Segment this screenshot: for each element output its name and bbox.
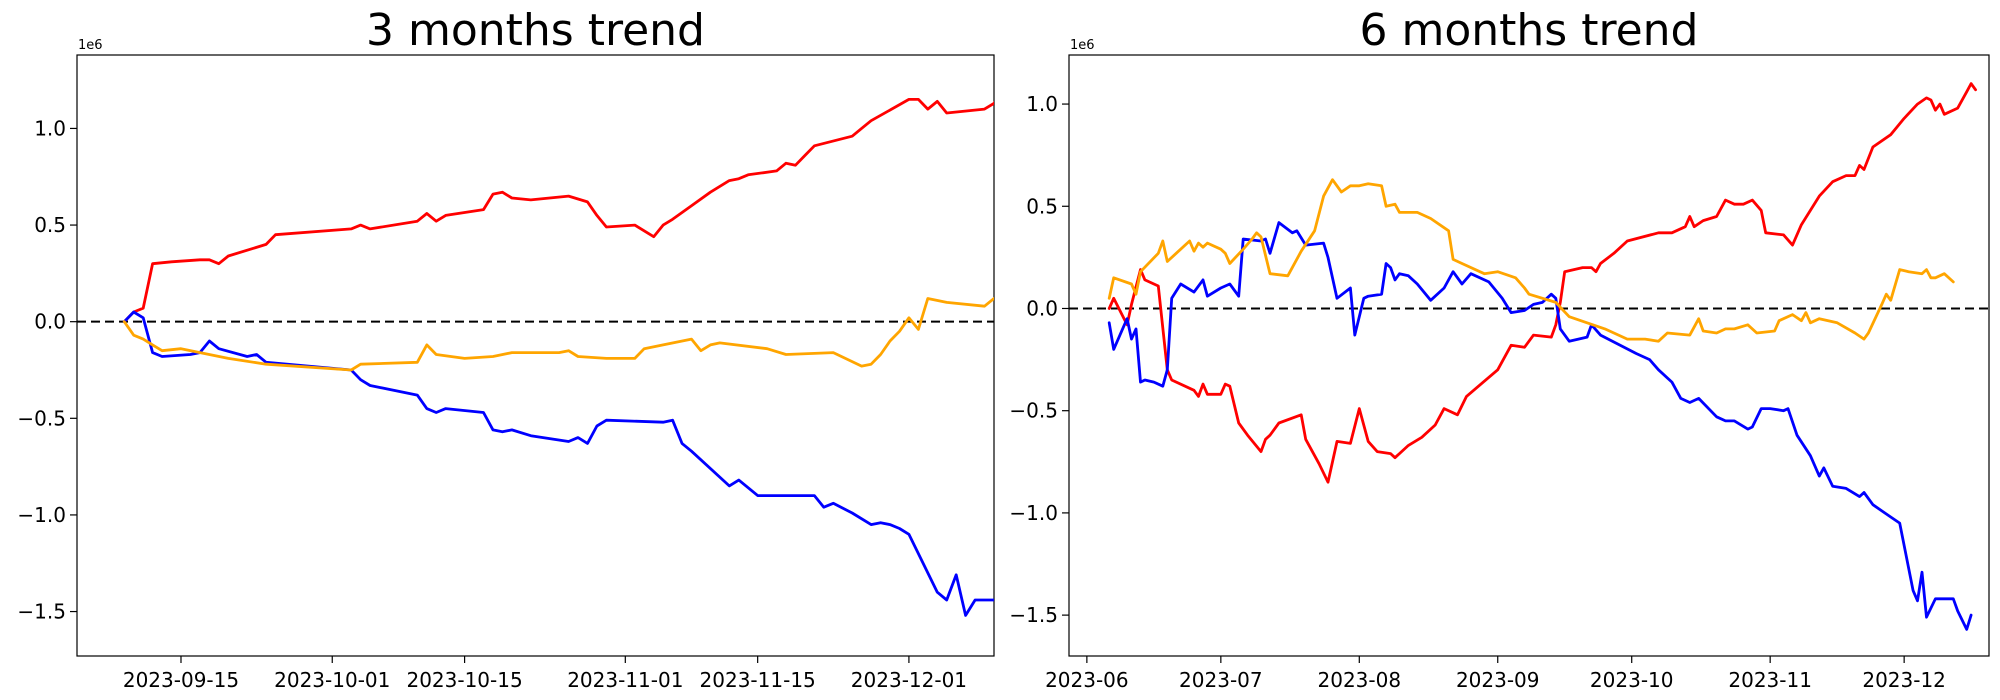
x-tick-label: 2023-12-01 (851, 668, 967, 692)
y-tick-label: −1.0 (1009, 501, 1058, 525)
chart-title: 3 months trend (366, 5, 705, 56)
y-tick-label: −1.5 (17, 600, 66, 624)
x-tick-label: 2023-07 (1179, 668, 1263, 692)
y-tick-label: −1.5 (1009, 603, 1058, 627)
y-tick-label: −0.5 (17, 406, 66, 430)
x-tick-label: 2023-09 (1456, 668, 1540, 692)
series-line-red (1107, 82, 1977, 484)
x-tick-label: 2023-09-15 (123, 668, 239, 692)
y-tick-label: 1.0 (1026, 92, 1058, 116)
x-tick-label: 2023-10 (1590, 668, 1674, 692)
x-tick-label: 2023-08 (1318, 668, 1402, 692)
y-tick-label: 0.0 (1026, 296, 1058, 320)
chart-panel-2: 6 months trend 1e6 −1.5 −1.0 −0.5 0.0 0.5 1.0 20… (1009, 5, 1990, 692)
plot-area (1068, 54, 1990, 657)
y-tick-label: −0.5 (1009, 399, 1058, 423)
y-tick-label: 0.0 (34, 310, 66, 334)
y-tick-label: 0.5 (34, 213, 66, 237)
series-line-blue (122, 310, 994, 617)
y-tick-label: 0.5 (1026, 194, 1058, 218)
chart-panel-1: 3 months trend 1e6 −1.5 −1.0 −0.5 0.0 0.5 1.0 20… (17, 5, 995, 692)
x-tick-label: 2023-06 (1045, 668, 1129, 692)
x-tick-label: 2023-10-15 (406, 668, 522, 692)
y-offset-label: 1e6 (78, 38, 103, 53)
series-line-orange (122, 297, 994, 372)
chart-title: 6 months trend (1360, 5, 1699, 56)
x-tick-label: 2023-11-01 (567, 668, 683, 692)
x-tick-label: 2023-11 (1728, 668, 1812, 692)
series-line-blue (1107, 221, 1973, 631)
y-tick-label: 1.0 (34, 116, 66, 140)
plot-area (76, 54, 995, 657)
x-tick-label: 2023-11-15 (700, 668, 816, 692)
y-tick-label: −1.0 (17, 503, 66, 527)
x-tick-label: 2023-10-01 (274, 668, 390, 692)
series-line-red (122, 98, 994, 324)
series-line-orange (1107, 178, 1955, 343)
x-tick-label: 2023-12 (1862, 668, 1946, 692)
y-offset-label: 1e6 (1070, 38, 1095, 53)
